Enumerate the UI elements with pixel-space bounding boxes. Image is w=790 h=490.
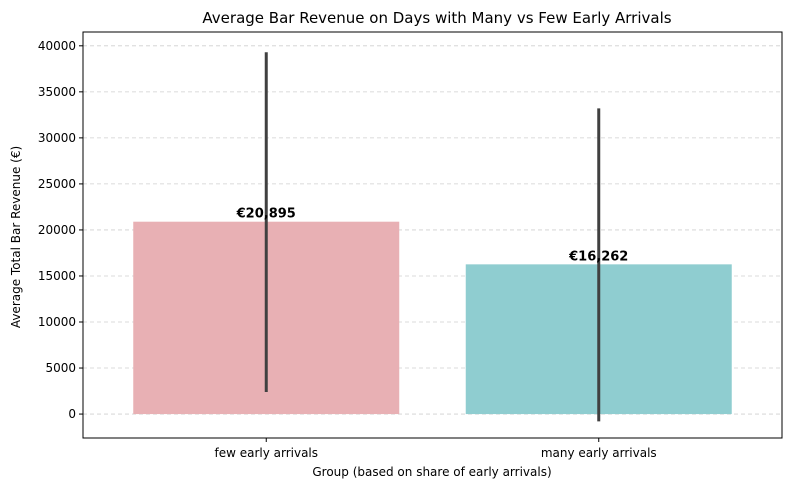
- x-tick-label: many early arrivals: [541, 446, 657, 460]
- y-tick-label: 0: [68, 407, 76, 421]
- bar-value-label: €16,262: [568, 249, 628, 264]
- y-axis: 0 5000 10000 15000 20000 25000 30000 35000 40000: [38, 39, 83, 421]
- bar-value-label: €20,895: [236, 207, 296, 222]
- y-tick-label: 20000: [38, 223, 76, 237]
- bars-layer: [133, 221, 732, 415]
- error-bars-layer: [264, 52, 601, 422]
- chart-title: Average Bar Revenue on Days with Many vs…: [202, 9, 671, 27]
- x-tick-label: few early arrivals: [214, 446, 318, 460]
- y-tick-label: 40000: [38, 39, 76, 53]
- data-labels-layer: €20,895 €16,262: [236, 207, 629, 265]
- y-tick-label: 5000: [45, 361, 76, 375]
- y-tick-label: 35000: [38, 85, 76, 99]
- y-tick-label: 25000: [38, 177, 76, 191]
- y-tick-label: 15000: [38, 269, 76, 283]
- x-axis-label: Group (based on share of early arrivals): [312, 465, 551, 479]
- y-tick-label: 30000: [38, 131, 76, 145]
- y-tick-label: 10000: [38, 315, 76, 329]
- plot-frame: [82, 31, 783, 439]
- x-axis: few early arrivals many early arrivals: [214, 438, 657, 460]
- y-axis-label: Average Total Bar Revenue (€): [9, 146, 23, 328]
